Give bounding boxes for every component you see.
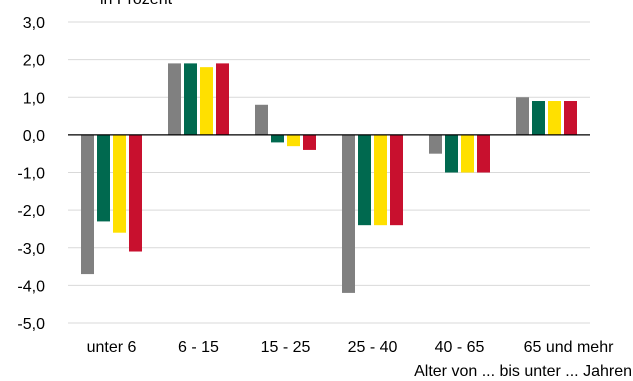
x-category-label: unter 6 xyxy=(87,339,137,356)
bar-3-2 xyxy=(374,134,387,226)
bar-1-0 xyxy=(168,63,181,135)
y-tick-label: -1,0 xyxy=(17,166,45,183)
bar-0-3 xyxy=(129,134,142,252)
bar-4-1 xyxy=(445,134,458,173)
bar-3-3 xyxy=(390,134,403,226)
y-tick-label: 1,0 xyxy=(23,90,45,107)
unit-label: in Prozent xyxy=(100,0,173,8)
y-tick-label: -2,0 xyxy=(17,203,45,220)
y-tick-label: 0,0 xyxy=(23,128,45,145)
x-category-label: 6 - 15 xyxy=(178,339,219,356)
bar-2-1 xyxy=(271,134,284,143)
bar-5-2 xyxy=(548,101,561,135)
x-category-label: 40 - 65 xyxy=(435,339,485,356)
bar-2-3 xyxy=(303,134,316,150)
y-tick-label: -5,0 xyxy=(17,316,45,333)
bar-2-2 xyxy=(287,134,300,147)
y-tick-label: -3,0 xyxy=(17,241,45,258)
bar-5-1 xyxy=(532,101,545,135)
bar-1-3 xyxy=(216,63,229,135)
bar-4-0 xyxy=(429,134,442,154)
bar-2-0 xyxy=(255,104,268,135)
bar-0-2 xyxy=(113,134,126,233)
bars xyxy=(81,63,577,293)
bar-1-2 xyxy=(200,67,213,135)
x-category-label: 65 und mehr xyxy=(524,339,615,356)
x-category-label: 15 - 25 xyxy=(261,339,311,356)
y-tick-label: -4,0 xyxy=(17,278,45,295)
y-tick-label: 2,0 xyxy=(23,53,45,70)
x-axis-label: Alter von ... bis unter ... Jahren xyxy=(414,363,632,380)
bar-4-3 xyxy=(477,134,490,173)
y-tick-label: 3,0 xyxy=(23,15,45,32)
x-category-label: 25 - 40 xyxy=(348,339,398,356)
gridlines xyxy=(68,21,590,324)
bar-1-1 xyxy=(184,63,197,135)
bar-5-0 xyxy=(516,97,529,135)
bar-5-3 xyxy=(564,101,577,135)
bar-0-1 xyxy=(97,134,110,222)
bar-3-1 xyxy=(358,134,371,226)
y-axis-ticks: 3,0 2,0 1,0 0,0 -1,0 -2,0 -3,0 -4,0 -5,0 xyxy=(17,15,45,333)
bar-4-2 xyxy=(461,134,474,173)
x-axis-categories: unter 6 6 - 15 15 - 25 25 - 40 40 - 65 65 und… xyxy=(87,339,614,356)
bar-3-0 xyxy=(342,134,355,293)
bar-0-0 xyxy=(81,134,94,275)
